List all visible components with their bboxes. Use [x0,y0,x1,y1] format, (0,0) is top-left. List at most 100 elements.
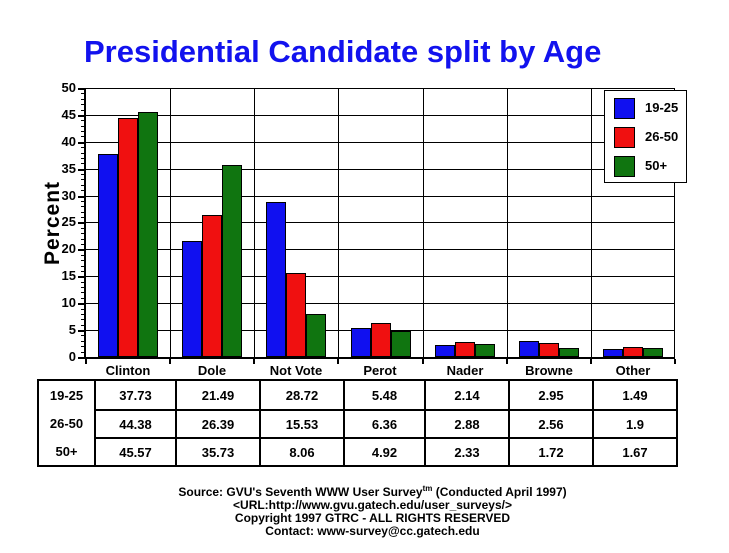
table-cell: 2.56 [508,409,592,437]
bar-50+ [559,348,579,357]
gridline [86,88,675,89]
bar-19-25 [98,154,118,357]
y-axis-minor-tick [81,126,84,127]
y-tick-label: 20 [61,241,76,256]
y-axis-tick [78,357,84,359]
table-cell: 2.95 [508,381,592,409]
legend-label: 26-50 [645,129,679,144]
y-axis-tick [78,115,84,117]
bar-26-50 [118,118,138,357]
category-label: Not Vote [269,363,323,378]
y-axis-minor-tick [81,190,84,191]
gridline-vertical [507,88,508,357]
x-axis-tick [169,359,171,364]
gridline [86,115,675,116]
y-axis-minor-tick [81,239,84,240]
table-cell: 1.72 [508,437,592,465]
y-tick-label: 10 [61,295,76,310]
table-row-header-cell: 26-50 [49,415,84,431]
y-tick-label: 30 [61,188,76,203]
y-axis-tick [78,303,84,305]
y-axis-tick [78,276,84,278]
bar-26-50 [202,215,222,357]
x-axis-tick [590,359,592,364]
gridline-vertical [338,88,339,357]
legend-item: 19-25 [605,97,686,119]
y-axis-tick [78,142,84,144]
table-cell: 5.48 [343,381,424,409]
y-axis-minor-tick [81,314,84,315]
y-axis-tick [78,330,84,332]
legend-label: 19-25 [645,100,679,115]
gridline [86,142,675,143]
y-axis-minor-tick [81,260,84,261]
table-cell: 26.39 [175,409,259,437]
bar-26-50 [539,343,559,357]
category-label: Perot [363,363,397,378]
y-tick-label: 25 [61,214,76,229]
y-axis-minor-tick [81,255,84,256]
y-tick-label: 35 [61,161,76,176]
y-axis-tick [78,249,84,251]
category-label: Other [615,363,651,378]
legend-item: 26-50 [605,126,686,148]
y-axis-minor-tick [81,99,84,100]
bar-26-50 [623,347,643,357]
y-axis-minor-tick [81,174,84,175]
legend-item: 50+ [605,155,686,177]
y-axis-minor-tick [81,185,84,186]
chart-title: Presidential Candidate split by Age [84,34,602,69]
y-axis-minor-tick [81,309,84,310]
footer-source-text: Source: GVU's Seventh WWW User Survey [178,485,423,499]
y-tick-label: 15 [61,268,76,283]
table-cell: 37.73 [94,381,175,409]
table-cell: 1.67 [592,437,676,465]
x-axis-tick [422,359,424,364]
table-cell: 45.57 [94,437,175,465]
gridline-vertical [170,88,171,357]
y-axis-minor-tick [81,217,84,218]
y-axis-tick [78,88,84,90]
y-axis-minor-tick [81,271,84,272]
table-row-header-cell: 19-25 [49,387,84,403]
y-axis-minor-tick [81,120,84,121]
x-axis-tick [506,359,508,364]
y-axis-minor-tick [81,212,84,213]
bar-50+ [222,165,242,357]
legend-label: 50+ [645,158,668,173]
footer: Source: GVU's Seventh WWW User Surveytm … [8,482,729,538]
table-cell: 1.9 [592,409,676,437]
y-axis-minor-tick [81,158,84,159]
data-table: 19-25 37.73 21.49 28.72 5.48 2.14 2.95 1.49 26-5… [37,379,678,467]
table-cell: 35.73 [175,437,259,465]
bar-50+ [138,112,158,357]
y-axis-minor-tick [81,147,84,148]
table-cell: 4.92 [343,437,424,465]
legend: 19-25 26-50 50+ [604,90,687,183]
bar-50+ [475,344,495,357]
bar-19-25 [435,345,455,357]
table-cell: 2.33 [424,437,508,465]
footer-source-date: (Conducted April 1997) [432,485,567,499]
bar-50+ [306,314,326,357]
y-tick-label: 50 [61,80,76,95]
table-cell: 2.88 [424,409,508,437]
gridline [86,276,675,277]
y-axis-minor-tick [81,104,84,105]
y-tick-label: 5 [68,322,76,337]
gridline [86,169,675,170]
footer-url-line: <URL:http://www.gvu.gatech.edu/user_surv… [233,498,512,512]
gridline [86,222,675,223]
bar-50+ [643,348,663,357]
footer-source-line: Source: GVU's Seventh WWW User Surveytm … [8,482,729,499]
footer-contact-line: Contact: www-survey@cc.gatech.edu [265,524,480,538]
y-axis-minor-tick [81,298,84,299]
gridline [86,196,675,197]
y-axis-minor-tick [81,228,84,229]
table-cell: 8.06 [259,437,343,465]
y-tick-label: 45 [61,107,76,122]
bar-19-25 [519,341,539,357]
y-axis-tick [78,196,84,198]
gridline [86,303,675,304]
y-axis-minor-tick [81,233,84,234]
